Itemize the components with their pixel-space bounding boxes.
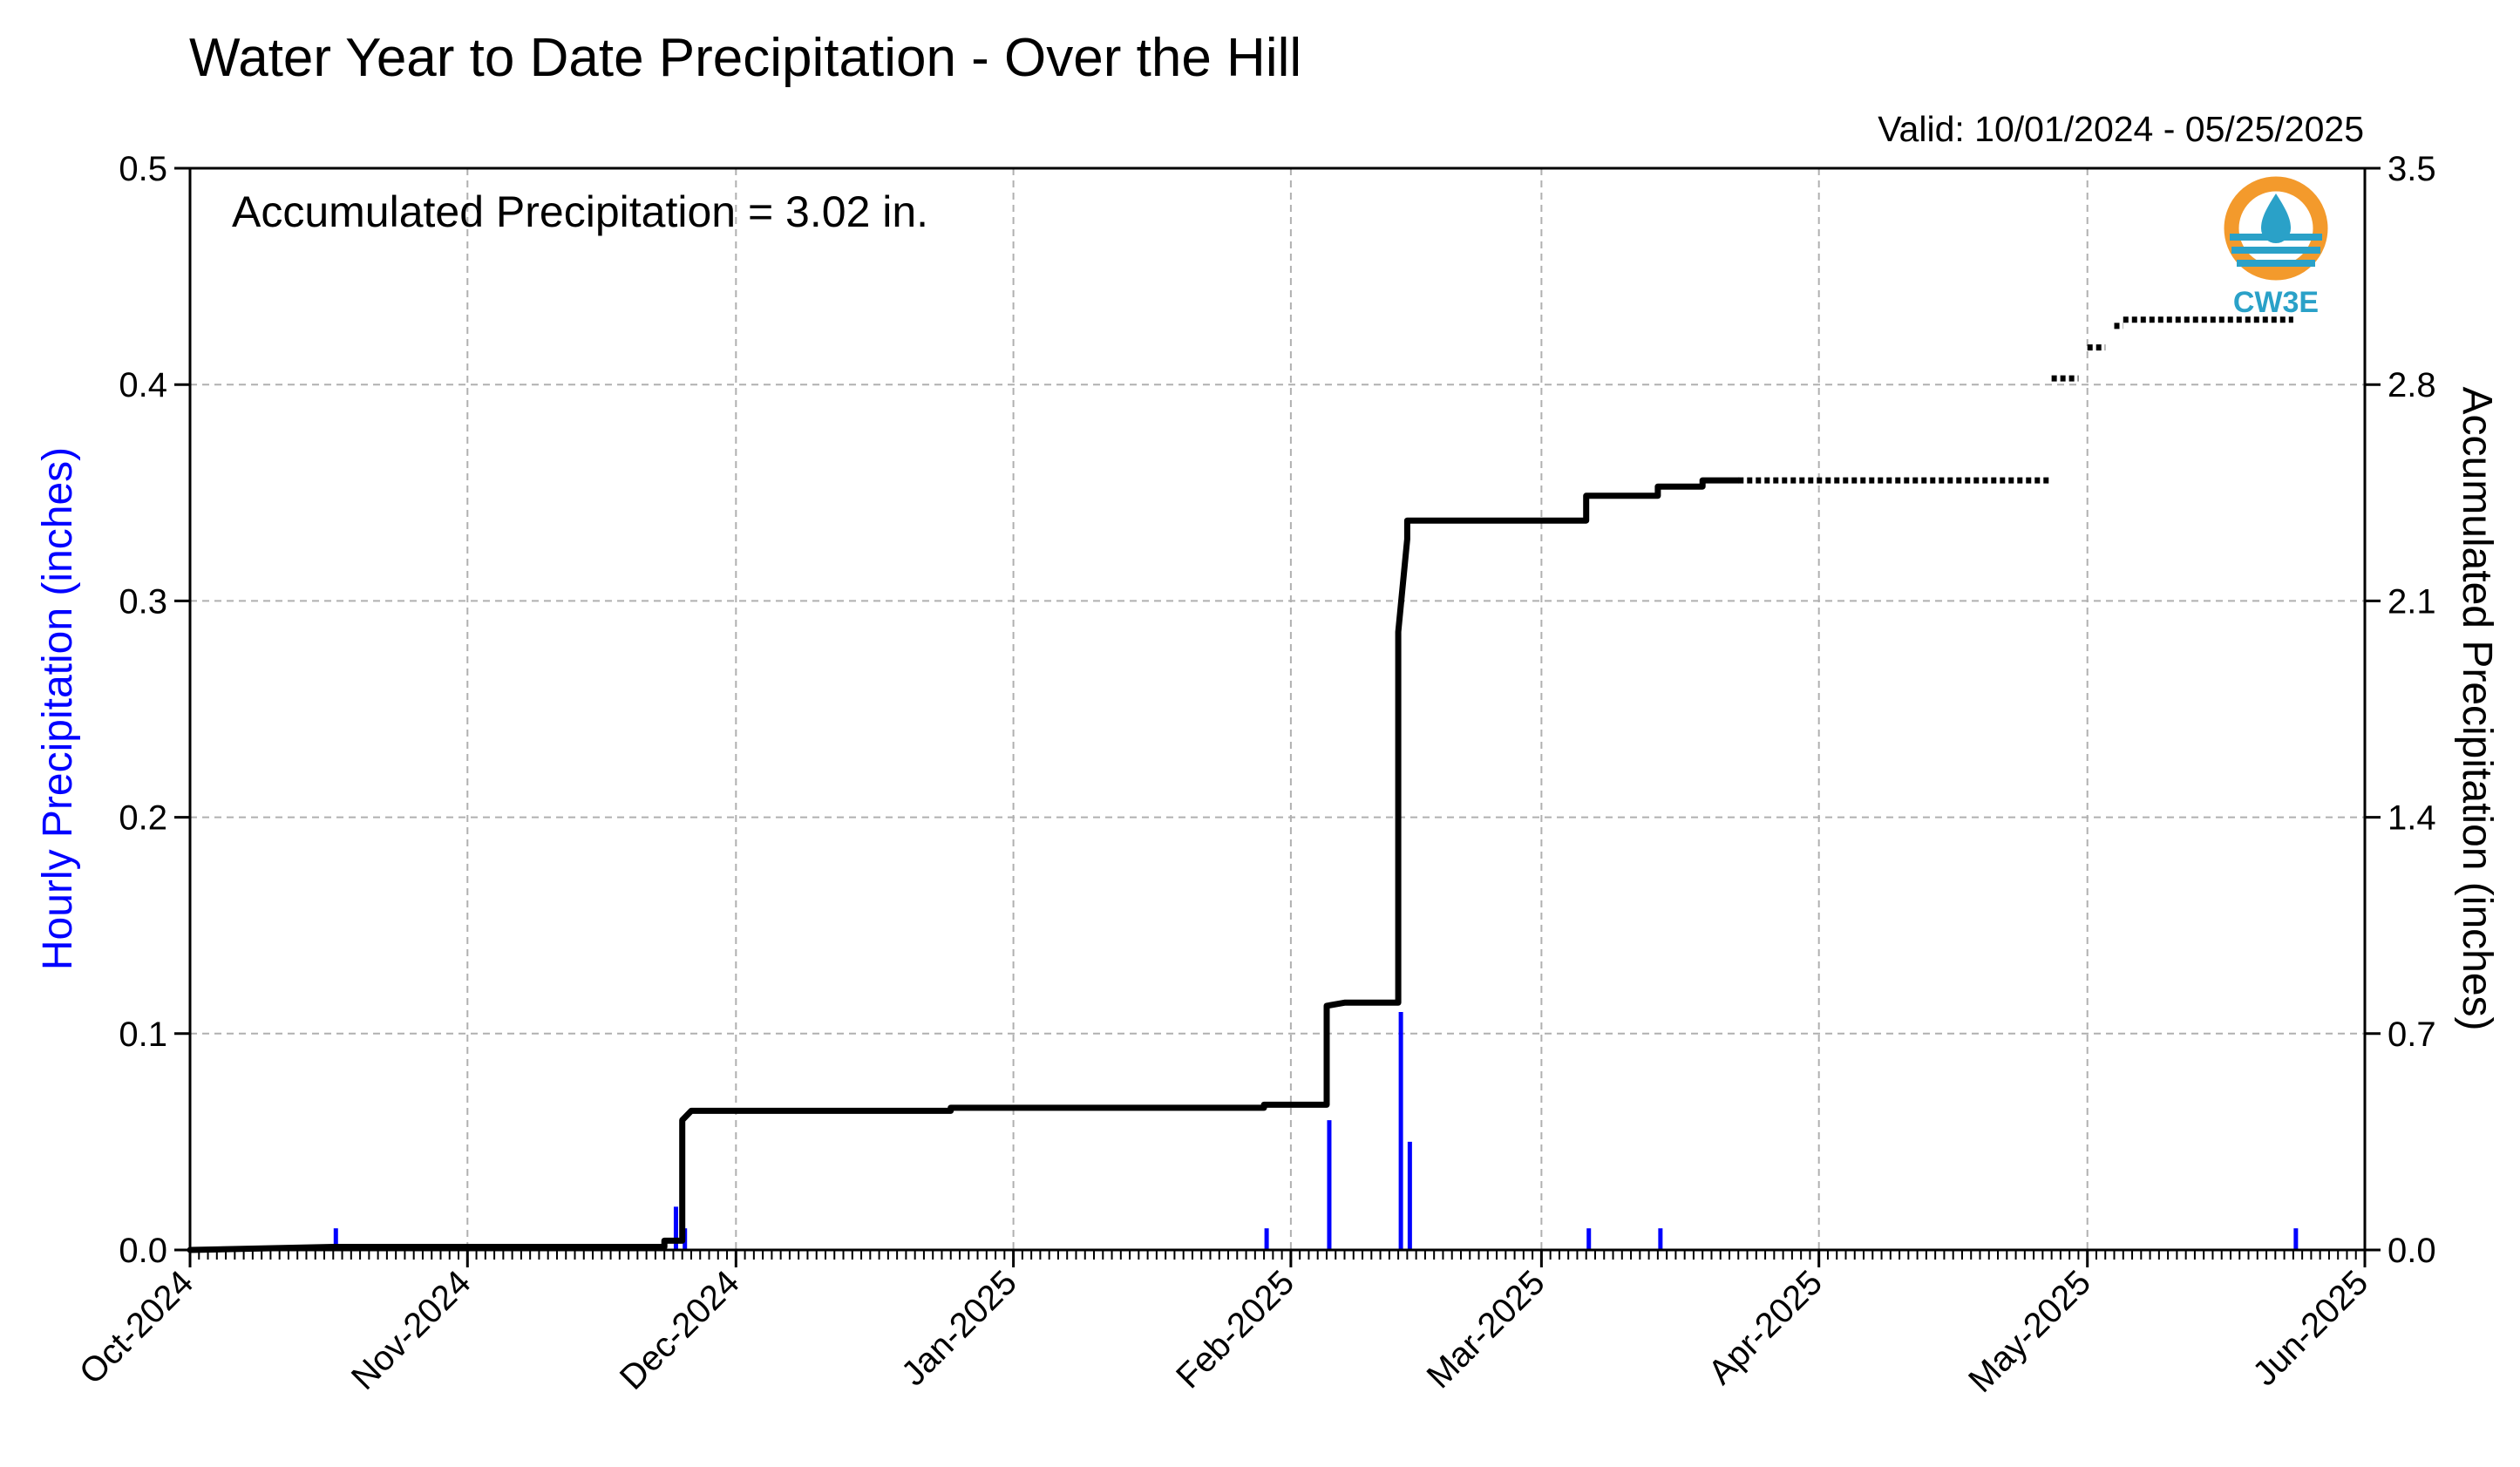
y-right-tick-label: 3.5 [2388,150,2436,188]
y-right-tick-label: 0.7 [2388,1015,2436,1054]
y-left-tick-label: 0.5 [119,150,167,188]
y-left-tick-label: 0.1 [119,1015,167,1054]
y-right-tick-label: 2.8 [2388,366,2436,404]
y-right-tick-label: 0.0 [2388,1232,2436,1270]
accumulated-precipitation-line [187,477,1742,1253]
y-right-tick-label: 2.1 [2388,582,2436,621]
y-axis-left-label: Hourly Precipitation (inches) [35,447,81,970]
accumulated-line [187,477,1742,1253]
accumulated-precipitation-dotted-line [1738,316,2293,484]
grid-lines [190,168,2365,1250]
y-left-tick-label: 0.2 [119,799,167,838]
y-right-tick-label: 1.4 [2388,799,2436,838]
logo-text: CW3E [2233,286,2319,319]
plot-frame [188,166,2367,1252]
y-left-tick-label: 0.4 [119,366,167,404]
cw3e-water-drop-logo-icon [2224,176,2328,281]
y-left-tick-label: 0.0 [119,1232,167,1270]
accumulated-total-annotation: Accumulated Precipitation = 3.02 in. [232,187,928,236]
chart-title: Water Year to Date Precipitation - Over … [189,28,1301,88]
y-axis-right-label: Accumulated Precipitation (inches) [2454,386,2500,1030]
hourly-precipitation-bars [333,1011,2299,1250]
cw3e-logo: CW3E [2224,176,2328,319]
valid-date-range: Valid: 10/01/2024 - 05/25/2025 [1878,109,2364,149]
y-left-tick-label: 0.3 [119,582,167,621]
